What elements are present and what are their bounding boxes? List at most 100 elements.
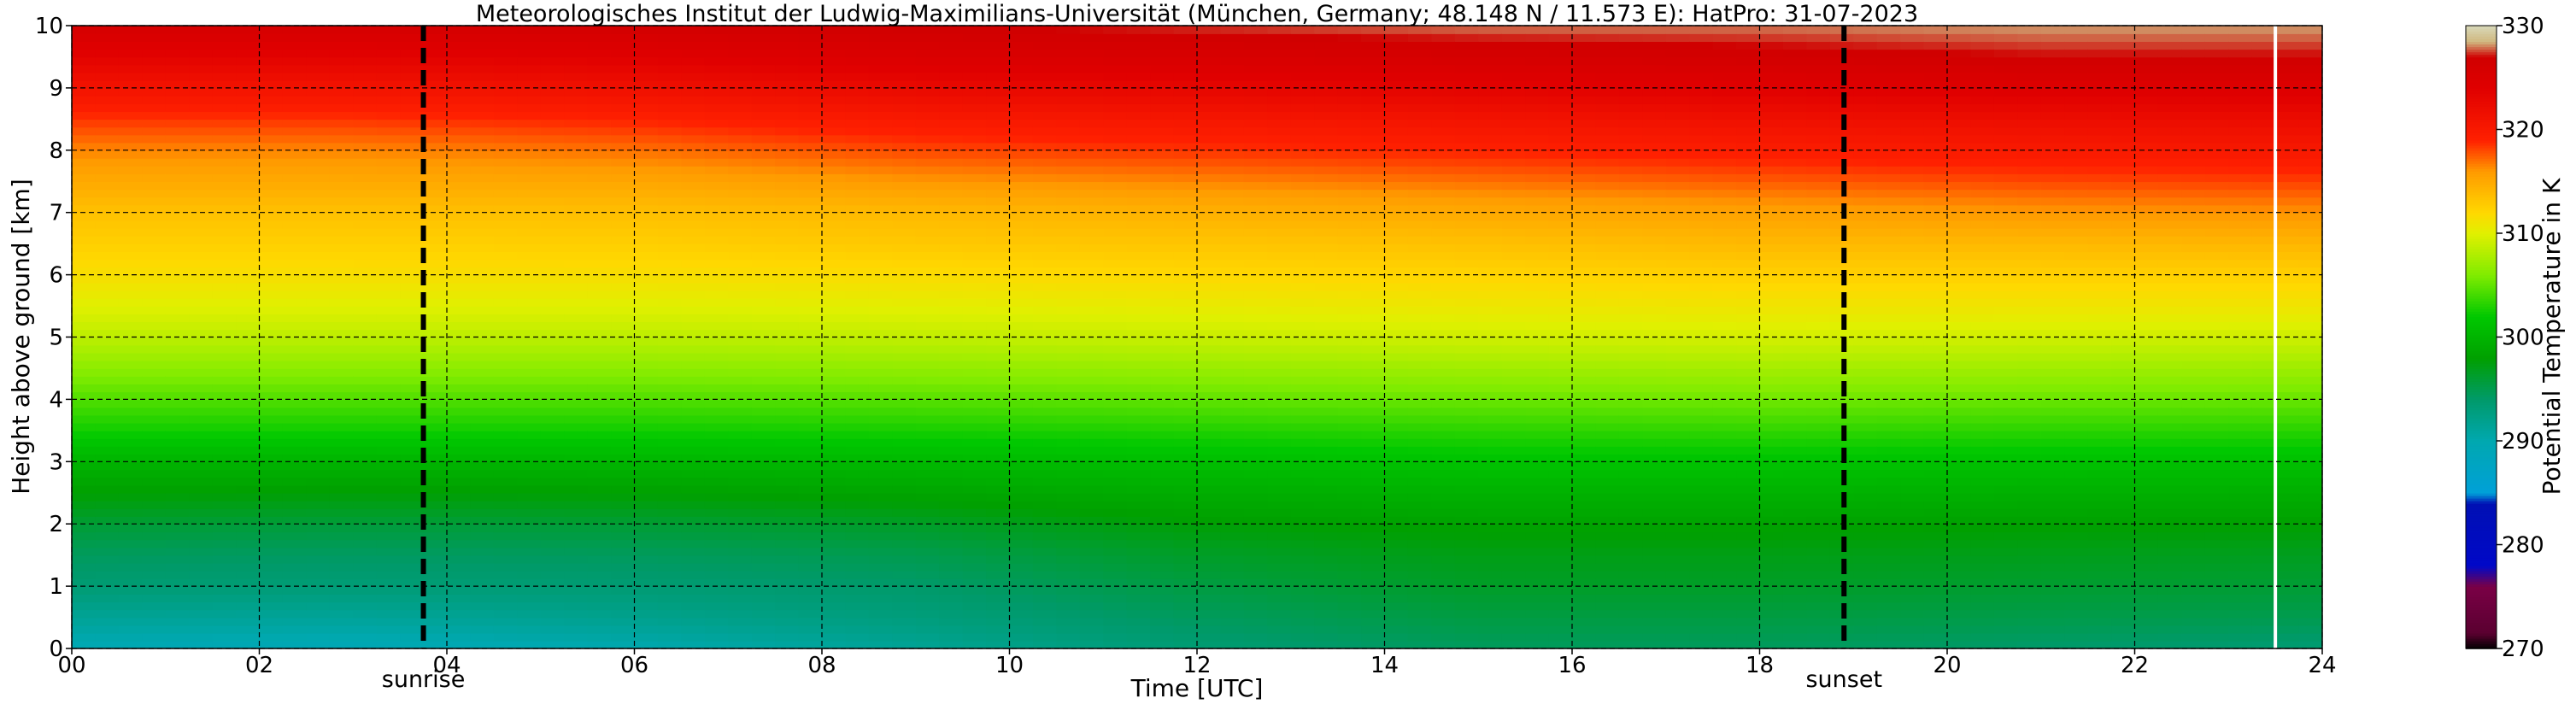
heatmap-cell: [1478, 79, 1503, 89]
heatmap-cell: [868, 111, 894, 120]
heatmap-cell: [517, 430, 542, 439]
heatmap-cell: [751, 274, 776, 284]
heatmap-cell: [1361, 197, 1386, 206]
heatmap-cell: [1478, 220, 1503, 229]
heatmap-cell: [259, 594, 284, 603]
heatmap-cell: [1056, 352, 1081, 361]
heatmap-cell: [1009, 547, 1034, 556]
heatmap-cell: [1361, 609, 1386, 619]
heatmap-cell: [1290, 220, 1315, 229]
heatmap-cell: [1454, 212, 1480, 221]
heatmap-cell: [493, 212, 519, 221]
heatmap-cell: [236, 367, 261, 377]
heatmap-cell: [892, 609, 917, 619]
heatmap-cell: [1150, 586, 1175, 595]
heatmap-cell: [236, 500, 261, 509]
heatmap-cell: [1103, 594, 1128, 603]
heatmap-cell: [259, 609, 284, 619]
heatmap-cell: [1243, 492, 1269, 502]
heatmap-cell: [728, 290, 753, 299]
heatmap-cell: [329, 601, 355, 611]
heatmap-cell: [751, 516, 776, 525]
heatmap-cell: [400, 446, 425, 455]
heatmap-cell: [1103, 197, 1128, 206]
heatmap-cell: [212, 290, 237, 299]
heatmap-cell: [1126, 484, 1151, 494]
heatmap-cell: [587, 204, 612, 214]
heatmap-cell: [1079, 126, 1105, 136]
heatmap-cell: [1501, 134, 1526, 144]
heatmap-cell: [165, 282, 190, 291]
heatmap-cell: [1454, 126, 1480, 136]
heatmap-cell: [1501, 422, 1526, 431]
heatmap-cell: [939, 150, 964, 159]
heatmap-cell: [447, 314, 472, 323]
heatmap-cell: [447, 79, 472, 89]
heatmap-cell: [657, 119, 683, 128]
heatmap-cell: [1243, 539, 1269, 549]
heatmap-cell: [1150, 181, 1175, 191]
heatmap-cell: [657, 586, 683, 595]
heatmap-cell: [95, 204, 120, 214]
heatmap-cell: [1197, 352, 1222, 361]
heatmap-cell: [212, 507, 237, 517]
heatmap-cell: [564, 306, 589, 314]
heatmap-cell: [1079, 337, 1105, 346]
heatmap-cell: [1056, 446, 1081, 455]
heatmap-cell: [282, 96, 308, 104]
heatmap-cell: [329, 321, 355, 331]
heatmap-cell: [587, 166, 612, 174]
heatmap-cell: [868, 96, 894, 104]
heatmap-cell: [822, 150, 847, 159]
heatmap-cell: [1384, 227, 1409, 237]
heatmap-cell: [95, 407, 120, 416]
heatmap-cell: [72, 414, 97, 424]
heatmap-cell: [751, 461, 776, 471]
heatmap-cell: [1501, 282, 1526, 291]
heatmap-cell: [728, 632, 753, 642]
heatmap-cell: [1079, 314, 1105, 323]
heatmap-cell: [517, 329, 542, 338]
heatmap-cell: [775, 181, 800, 191]
heatmap-cell: [1009, 259, 1034, 268]
heatmap-cell: [1079, 352, 1105, 361]
heatmap-cell: [657, 126, 683, 136]
heatmap-cell: [564, 547, 589, 556]
heatmap-cell: [400, 41, 425, 50]
heatmap-cell: [611, 329, 636, 338]
heatmap-cell: [775, 41, 800, 50]
heatmap-cell: [423, 297, 448, 307]
heatmap-cell: [986, 578, 1011, 587]
heatmap-cell: [657, 539, 683, 549]
heatmap-cell: [470, 337, 495, 346]
heatmap-cell: [1197, 56, 1222, 66]
heatmap-cell: [1431, 539, 1456, 549]
heatmap-cell: [95, 578, 120, 587]
heatmap-cell: [939, 337, 964, 346]
heatmap-cell: [1407, 547, 1433, 556]
heatmap-cell: [142, 306, 167, 314]
heatmap-cell: [1032, 547, 1058, 556]
heatmap-cell: [1501, 212, 1526, 221]
heatmap-cell: [282, 126, 308, 136]
heatmap-cell: [1009, 33, 1034, 43]
heatmap-cell: [1267, 500, 1292, 509]
heatmap-cell: [95, 134, 120, 144]
heatmap-cell: [587, 314, 612, 323]
heatmap-cell: [142, 56, 167, 66]
heatmap-cell: [704, 352, 730, 361]
heatmap-cell: [1361, 391, 1386, 401]
heatmap-cell: [72, 26, 97, 34]
heatmap-cell: [962, 227, 987, 237]
heatmap-cell: [1267, 259, 1292, 268]
heatmap-cell: [329, 384, 355, 393]
heatmap-cell: [634, 430, 659, 439]
heatmap-cell: [1384, 492, 1409, 502]
heatmap-cell: [212, 150, 237, 159]
heatmap-cell: [353, 282, 378, 291]
heatmap-cell: [728, 399, 753, 408]
heatmap-cell: [751, 64, 776, 73]
heatmap-cell: [751, 446, 776, 455]
heatmap-cell: [517, 586, 542, 595]
heatmap-cell: [259, 484, 284, 494]
